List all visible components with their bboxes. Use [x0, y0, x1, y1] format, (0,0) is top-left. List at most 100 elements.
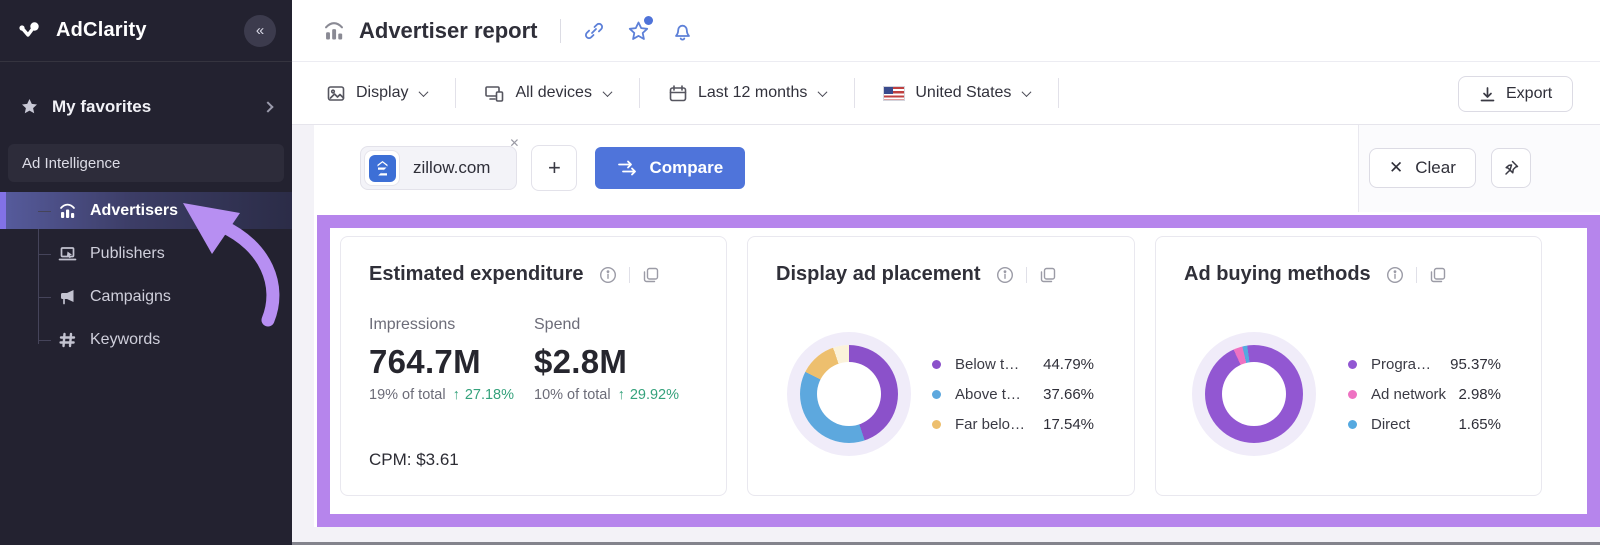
zillow-logo-icon: [368, 154, 396, 182]
impressions-label: Impressions: [369, 316, 456, 333]
clear-label: Clear: [1415, 158, 1456, 177]
advertisers-icon: [60, 203, 75, 218]
compare-label: Compare: [649, 158, 724, 177]
sidebar-item-label: Advertisers: [90, 201, 179, 219]
up-arrow-icon: ↑: [452, 387, 460, 403]
impressions-change: 27.18%: [464, 387, 515, 403]
clear-button[interactable]: ✕ Clear: [1369, 148, 1476, 188]
domain-chip[interactable]: zillow.com ✕: [360, 136, 519, 190]
copy-widget-icon[interactable]: [1039, 266, 1057, 284]
divider: [1058, 78, 1060, 108]
estimated-expenditure-card: Estimated expenditure Impressions 764.7M…: [340, 236, 727, 496]
add-competitor-button[interactable]: +: [531, 145, 578, 191]
sidebar-item-label: Keywords: [90, 330, 161, 348]
pin-button[interactable]: [1490, 148, 1531, 188]
date-range-value: Last 12 months: [697, 84, 808, 101]
card-title: Ad buying methods: [1184, 263, 1371, 285]
chevron-down-icon: [602, 86, 613, 97]
spend-label: Spend: [534, 316, 581, 333]
image-icon: [327, 85, 345, 101]
sidebar-section-ad-intelligence[interactable]: Ad Intelligence: [8, 144, 284, 182]
notifications-button[interactable]: [672, 20, 693, 42]
ad-type-filter[interactable]: Display: [322, 84, 431, 103]
legend-row: Direct 1.65%: [1348, 413, 1501, 435]
main-area: Advertiser report: [292, 0, 1600, 545]
report-icon: [325, 21, 343, 40]
copy-widget-icon[interactable]: [642, 266, 660, 284]
sidebar-item-keywords[interactable]: Keywords: [0, 321, 292, 358]
download-icon: [1480, 86, 1495, 101]
legend-dot: [1348, 359, 1357, 369]
brand-name: AdClarity: [56, 19, 147, 41]
content-area: zillow.com ✕ + Compare ✕ Clear: [292, 124, 1600, 545]
legend-row: Ad network 2.98%: [1348, 383, 1501, 405]
ad-type-value: Display: [356, 84, 409, 101]
copy-widget-icon[interactable]: [1429, 266, 1447, 284]
sidebar-item-favorites[interactable]: My favorites: [0, 90, 292, 124]
star-icon: [22, 99, 37, 114]
sidebar-collapse-button[interactable]: «: [244, 14, 276, 47]
keywords-icon: [59, 332, 76, 347]
sidebar-item-publishers[interactable]: Publishers: [0, 235, 292, 272]
pin-icon: [1505, 160, 1519, 175]
impressions-value: 764.7M: [369, 343, 481, 380]
card-title: Estimated expenditure: [369, 263, 584, 285]
card-header: Display ad placement: [748, 237, 1134, 286]
devices-filter[interactable]: All devices: [480, 84, 614, 103]
divider: [1025, 266, 1027, 283]
cpm-value: CPM: $3.61: [369, 450, 459, 469]
us-flag-icon: [883, 85, 906, 101]
legend-row: Far belo… 17.54%: [932, 413, 1094, 435]
sidebar-item-campaigns[interactable]: Campaigns: [0, 278, 292, 315]
card-header: Estimated expenditure: [341, 237, 726, 286]
bell-icon: [674, 24, 690, 40]
devices-icon: [485, 85, 504, 102]
divider: [628, 266, 630, 283]
metrics: Impressions 764.7M 19% of total ↑ 27.18% …: [341, 286, 726, 403]
card-title: Display ad placement: [776, 263, 981, 285]
buying-methods-donut-chart: [1205, 345, 1303, 443]
calendar-icon: [669, 84, 687, 101]
favorites-label: My favorites: [52, 97, 152, 116]
impressions-share: 19% of total ↑ 27.18%: [369, 387, 515, 403]
card-header: Ad buying methods: [1156, 237, 1541, 286]
spend-change: 29.92%: [629, 387, 680, 403]
legend-dot: [932, 389, 941, 399]
legend-row: Below t… 44.79%: [932, 353, 1094, 375]
publishers-icon: [58, 246, 77, 260]
sidebar-item-advertisers[interactable]: Advertisers: [0, 192, 292, 229]
tree-connector: [38, 192, 39, 344]
legend-dot: [932, 359, 941, 369]
info-icon[interactable]: [599, 266, 617, 284]
sidebar-item-label: Campaigns: [90, 287, 171, 305]
share-link-button[interactable]: [583, 20, 605, 42]
info-icon[interactable]: [996, 266, 1014, 284]
chip-close-icon[interactable]: ✕: [509, 136, 520, 150]
compare-arrows-icon: [618, 160, 637, 176]
divider: [559, 18, 561, 43]
link-icon: [584, 22, 603, 39]
compare-button[interactable]: Compare: [595, 147, 746, 189]
sidebar-item-label: Publishers: [90, 244, 165, 262]
info-icon[interactable]: [1386, 266, 1404, 284]
legend-dot: [932, 419, 941, 429]
impressions-metric: Impressions 764.7M 19% of total ↑ 27.18%: [369, 316, 534, 403]
favorite-badge-dot: [643, 15, 653, 25]
sidebar-tree: Advertisers Publishers Campaigns: [0, 192, 292, 358]
export-button[interactable]: Export: [1458, 76, 1574, 112]
legend-dot: [1348, 389, 1357, 399]
spend-share: 10% of total ↑ 29.92%: [534, 387, 680, 403]
chevron-down-icon: [817, 86, 828, 97]
chevron-right-icon: [262, 101, 274, 113]
favorite-star-button[interactable]: [627, 15, 653, 42]
legend-row: Above t… 37.66%: [932, 383, 1094, 405]
up-arrow-icon: ↑: [617, 387, 625, 403]
page-header: Advertiser report: [292, 0, 1600, 62]
spend-metric: Spend $2.8M 10% of total ↑ 29.92%: [534, 316, 679, 403]
country-filter[interactable]: United States: [879, 84, 1034, 102]
chevron-down-icon: [1021, 86, 1032, 97]
star-outline-icon: [628, 21, 648, 40]
logo-row: AdClarity «: [0, 0, 292, 62]
date-range-filter[interactable]: Last 12 months: [664, 84, 830, 103]
filter-bar: Display All devices Last 12 months U: [292, 62, 1600, 124]
